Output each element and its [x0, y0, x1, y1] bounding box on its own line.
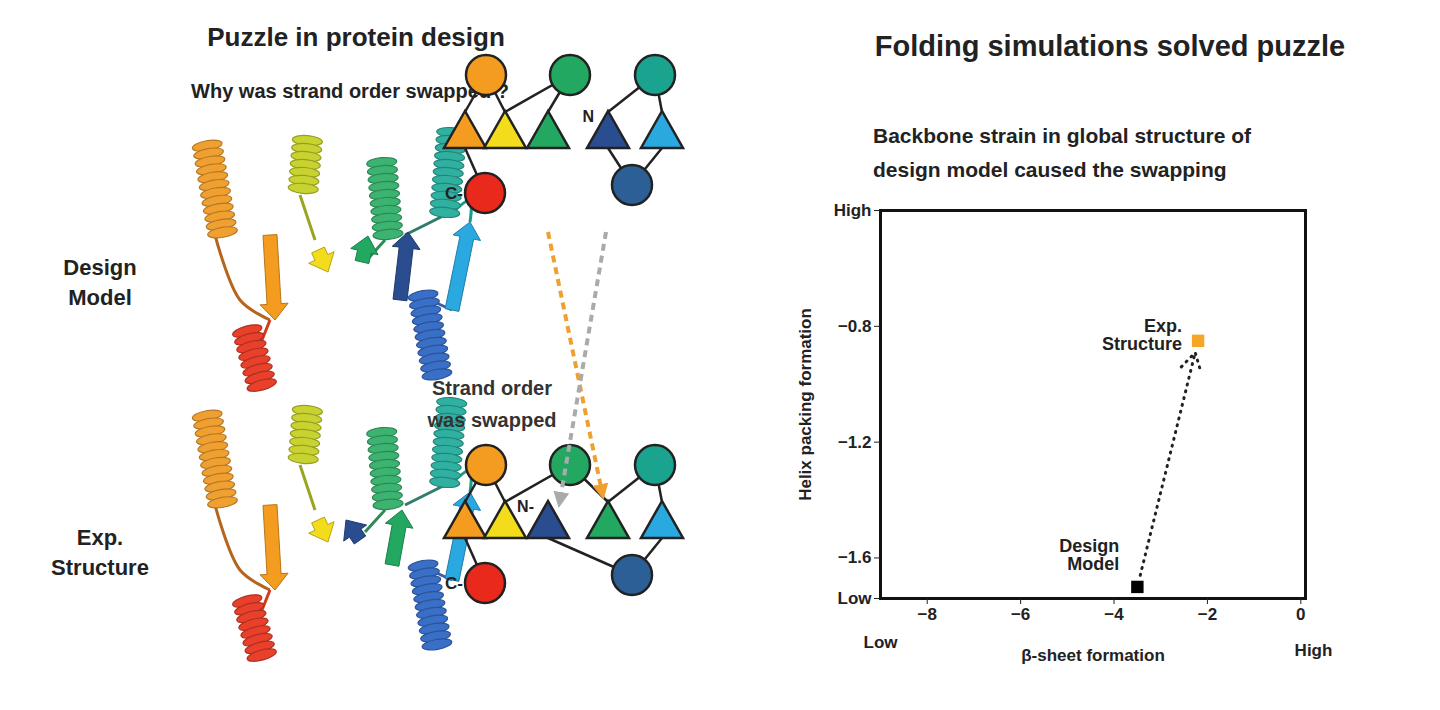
- html-text:Why was strand order swapped ?: Why was strand order swapped ?: [191, 80, 509, 102]
- svg-text:High: High: [1295, 641, 1333, 660]
- html-text:Backbone strain in global stru: Backbone strain in global structure of: [873, 124, 1252, 147]
- html-text:Folding simulations solved puz: Folding simulations solved puzzle: [874, 30, 1346, 62]
- svg-text:−2: −2: [1198, 605, 1217, 624]
- svg-text:N-: N-: [517, 498, 534, 515]
- svg-text:−4: −4: [1104, 605, 1124, 624]
- html-text:design model caused the swappi: design model caused the swapping: [873, 158, 1227, 181]
- svg-text:Exp.: Exp.: [77, 525, 123, 550]
- svg-text:N: N: [582, 108, 594, 125]
- svg-text:C-: C-: [445, 184, 463, 203]
- svg-text:−1.6: −1.6: [838, 548, 872, 567]
- svg-text:Model: Model: [68, 285, 132, 310]
- svg-text:DesignModel: DesignModel: [1059, 536, 1119, 574]
- svg-text:β-sheet formation: β-sheet formation: [1021, 646, 1165, 665]
- svg-text:C-: C-: [445, 574, 463, 593]
- svg-text:Structure: Structure: [51, 555, 149, 580]
- svg-text:−1.2: −1.2: [838, 433, 872, 452]
- svg-text:Exp.Structure: Exp.Structure: [1102, 316, 1182, 354]
- svg-text:Low: Low: [838, 589, 873, 608]
- svg-text:Low: Low: [864, 633, 899, 652]
- svg-text:Design: Design: [63, 255, 136, 280]
- svg-text:0: 0: [1296, 605, 1305, 624]
- svg-text:was swapped: was swapped: [427, 409, 557, 431]
- svg-text:Helix packing formation: Helix packing formation: [796, 308, 815, 501]
- svg-text:−8: −8: [918, 605, 937, 624]
- html-text:Puzzle in protein design: Puzzle in protein design: [207, 22, 505, 52]
- svg-text:High: High: [834, 201, 872, 220]
- svg-text:Strand order: Strand order: [432, 377, 552, 399]
- svg-text:−0.8: −0.8: [838, 317, 872, 336]
- svg-text:−6: −6: [1011, 605, 1030, 624]
